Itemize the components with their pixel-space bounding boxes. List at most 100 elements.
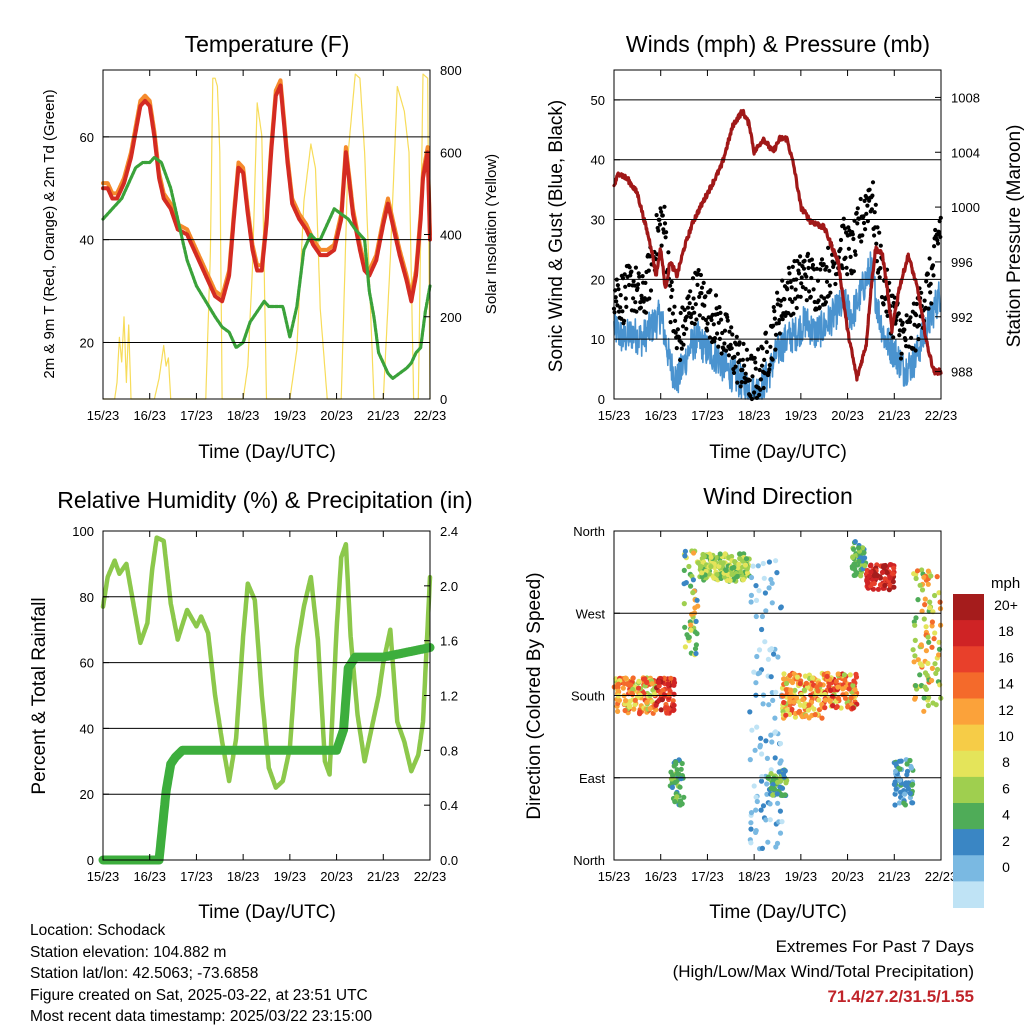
direction-point <box>693 642 700 648</box>
gust-point <box>896 311 901 316</box>
gust-point <box>900 320 905 325</box>
direction-point <box>852 539 858 545</box>
gust-point <box>790 264 795 269</box>
direction-point <box>754 798 760 805</box>
direction-point <box>937 682 943 688</box>
y-tick-label: 80 <box>80 590 94 605</box>
direction-point <box>865 580 871 586</box>
gust-point <box>878 243 883 248</box>
direction-point <box>623 675 629 681</box>
direction-point <box>743 556 750 562</box>
gust-point <box>735 351 741 356</box>
direction-point <box>635 685 642 691</box>
gust-point <box>758 377 764 382</box>
direction-point <box>768 767 774 773</box>
direction-point <box>803 680 810 686</box>
gust-point <box>821 262 826 267</box>
direction-point <box>698 564 704 570</box>
gust-point <box>810 262 816 268</box>
direction-point <box>774 570 780 576</box>
direction-point <box>929 665 936 672</box>
direction-point <box>650 687 656 693</box>
gust-point <box>867 187 872 192</box>
direction-point <box>912 653 918 659</box>
direction-point <box>851 546 857 552</box>
direction-point <box>769 739 775 745</box>
direction-point <box>734 573 740 580</box>
gust-point <box>666 250 671 255</box>
dewpoint-line <box>101 155 432 380</box>
legend-label: 4 <box>1002 807 1010 823</box>
direction-point <box>892 779 898 785</box>
speed-legend-title: mph <box>991 575 1020 592</box>
gust-point <box>798 294 803 299</box>
direction-point <box>773 558 779 564</box>
gust-point <box>819 257 825 262</box>
direction-point <box>768 674 774 680</box>
direction-point <box>701 554 707 560</box>
gust-point <box>673 330 678 335</box>
gust-point <box>861 214 866 219</box>
y-tick-label: North <box>573 853 605 868</box>
gust-point <box>891 335 896 340</box>
gust-point <box>731 370 737 375</box>
direction-point <box>925 702 932 709</box>
y-tick-label: 50 <box>591 93 605 108</box>
direction-point <box>723 567 729 574</box>
x-tick-label: 22/23 <box>414 869 447 884</box>
y-right-tick-label: 1008 <box>951 90 980 105</box>
direction-point <box>674 767 680 773</box>
gust-point <box>811 287 816 292</box>
gust-point <box>855 206 860 211</box>
direction-point <box>735 565 741 571</box>
gust-point <box>631 296 636 301</box>
gust-point <box>914 301 919 307</box>
direction-point <box>781 676 787 682</box>
direction-point <box>796 708 803 715</box>
gust-point <box>690 305 695 311</box>
direction-point <box>806 715 812 721</box>
extremes-values: 71.4/27.2/31.5/1.55 <box>827 987 974 1006</box>
temperature-xlabel: Time (Day/UTC) <box>198 442 336 463</box>
gust-point <box>623 284 628 289</box>
winds-title: Winds (mph) & Pressure (mb) <box>626 31 930 57</box>
humidity-ylabel: Percent & Total Rainfall <box>29 597 50 794</box>
legend-swatch <box>953 646 984 673</box>
x-tick-label: 21/23 <box>878 869 911 884</box>
direction-point <box>664 710 670 716</box>
direction-point <box>755 563 761 569</box>
direction-point <box>678 798 684 804</box>
legend-swatch <box>953 829 984 856</box>
gust-point <box>730 332 735 337</box>
gust-point <box>771 305 776 310</box>
direction-point <box>870 577 876 583</box>
direction-point <box>921 574 927 580</box>
direction-point <box>797 681 803 687</box>
direction-point <box>934 574 940 580</box>
gust-point <box>822 296 827 301</box>
direction-point <box>929 644 935 650</box>
direction-point <box>919 608 925 614</box>
gust-point <box>698 272 704 278</box>
gust-point <box>799 275 804 280</box>
gust-point <box>717 305 722 310</box>
x-tick-label: 15/23 <box>598 869 631 884</box>
gust-point <box>864 195 869 200</box>
y-tick-label: 40 <box>80 233 94 248</box>
direction-point <box>631 706 637 712</box>
gust-point <box>673 318 678 323</box>
gust-point <box>817 305 822 310</box>
direction-point <box>841 672 848 678</box>
gust-point <box>853 252 858 257</box>
direction-point <box>747 757 753 763</box>
gust-point <box>878 266 883 271</box>
y-tick-label: 10 <box>591 332 605 347</box>
direction-point <box>840 686 846 692</box>
direction-point <box>902 791 908 797</box>
x-tick-label: 22/23 <box>414 408 447 423</box>
gust-point <box>870 180 876 185</box>
direction-point <box>681 581 687 587</box>
gust-point <box>632 283 637 288</box>
gust-point <box>750 374 755 379</box>
direction-point <box>811 706 817 712</box>
